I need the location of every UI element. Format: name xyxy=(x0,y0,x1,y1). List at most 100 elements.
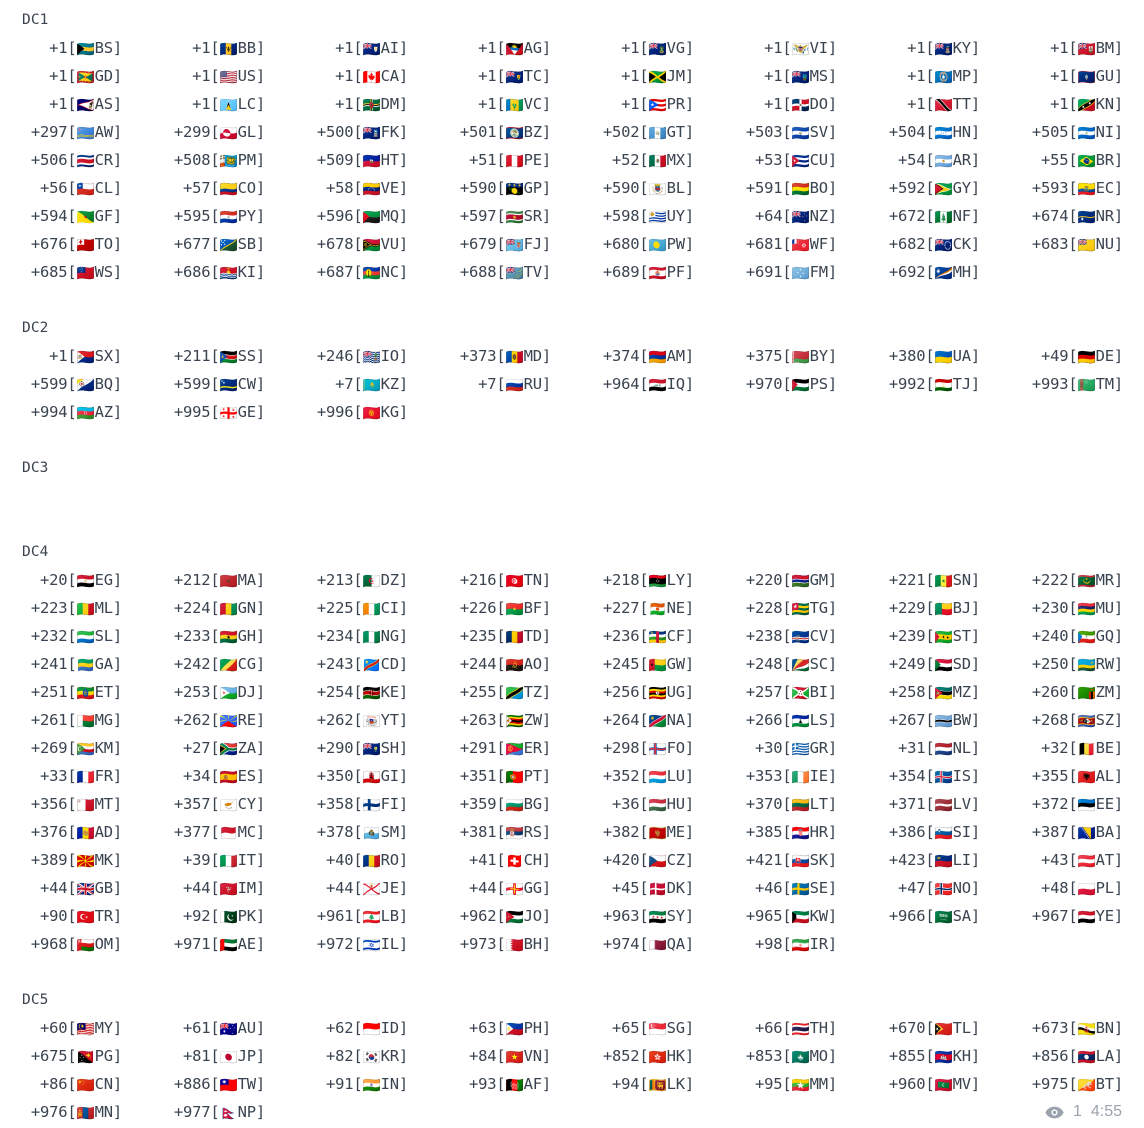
country-code-entry[interactable]: +39[🇮🇹IT] xyxy=(182,851,265,870)
country-code-entry[interactable]: +679[🇫🇯FJ] xyxy=(459,235,551,254)
country-code-entry[interactable]: +675[🇵🇬PG] xyxy=(30,1047,122,1066)
country-code-entry[interactable]: +243[🇨🇩CD] xyxy=(316,655,408,674)
country-code-entry[interactable]: +856[🇱🇦LA] xyxy=(1031,1047,1123,1066)
country-code-entry[interactable]: +966[🇸🇦SA] xyxy=(888,907,980,926)
country-code-entry[interactable]: +95[🇲🇲MM] xyxy=(754,1075,837,1094)
country-code-entry[interactable]: +1[🇬🇺GU] xyxy=(1050,67,1123,86)
country-code-entry[interactable]: +964[🇮🇶IQ] xyxy=(602,375,694,394)
country-code-entry[interactable]: +1[🇧🇧BB] xyxy=(192,39,265,58)
country-code-entry[interactable]: +81[🇯🇵JP] xyxy=(182,1047,265,1066)
country-code-entry[interactable]: +683[🇳🇺NU] xyxy=(1031,235,1123,254)
country-code-entry[interactable]: +594[🇬🇫GF] xyxy=(30,207,122,226)
country-code-entry[interactable]: +1[🇰🇳KN] xyxy=(1050,95,1123,114)
country-code-entry[interactable]: +254[🇰🇪KE] xyxy=(316,683,408,702)
country-code-entry[interactable]: +64[🇳🇿NZ] xyxy=(754,207,837,226)
country-code-entry[interactable]: +502[🇬🇹GT] xyxy=(602,123,694,142)
country-code-entry[interactable]: +66[🇹🇭TH] xyxy=(754,1019,837,1038)
country-code-entry[interactable]: +593[🇪🇨EC] xyxy=(1031,179,1123,198)
country-code-entry[interactable]: +44[🇬🇬GG] xyxy=(468,879,551,898)
country-code-entry[interactable]: +234[🇳🇬NG] xyxy=(316,627,408,646)
country-code-entry[interactable]: +225[🇨🇮CI] xyxy=(316,599,408,618)
country-code-entry[interactable]: +590[🇬🇵GP] xyxy=(459,179,551,198)
country-code-entry[interactable]: +977[🇳🇵NP] xyxy=(173,1103,265,1122)
country-code-entry[interactable]: +971[🇦🇪AE] xyxy=(173,935,265,954)
country-code-entry[interactable]: +212[🇲🇦MA] xyxy=(173,571,265,590)
country-code-entry[interactable]: +291[🇪🇷ER] xyxy=(459,739,551,758)
country-code-entry[interactable]: +43[🇦🇹AT] xyxy=(1040,851,1123,870)
country-code-entry[interactable]: +220[🇬🇲GM] xyxy=(745,571,837,590)
country-code-entry[interactable]: +355[🇦🇱AL] xyxy=(1031,767,1123,786)
country-code-entry[interactable]: +359[🇧🇬BG] xyxy=(459,795,551,814)
country-code-entry[interactable]: +591[🇧🇴BO] xyxy=(745,179,837,198)
country-code-entry[interactable]: +508[🇵🇲PM] xyxy=(173,151,265,170)
country-code-entry[interactable]: +1[🇬🇩GD] xyxy=(49,67,122,86)
country-code-entry[interactable]: +31[🇳🇱NL] xyxy=(897,739,980,758)
country-code-entry[interactable]: +377[🇲🇨MC] xyxy=(173,823,265,842)
country-code-entry[interactable]: +55[🇧🇷BR] xyxy=(1040,151,1123,170)
country-code-entry[interactable]: +262[🇷🇪RE] xyxy=(173,711,265,730)
country-code-entry[interactable]: +994[🇦🇿AZ] xyxy=(30,403,122,422)
country-code-entry[interactable]: +82[🇰🇷KR] xyxy=(325,1047,408,1066)
country-code-entry[interactable]: +356[🇲🇹MT] xyxy=(30,795,122,814)
country-code-entry[interactable]: +691[🇫🇲FM] xyxy=(745,263,837,282)
country-code-entry[interactable]: +224[🇬🇳GN] xyxy=(173,599,265,618)
country-code-entry[interactable]: +853[🇲🇴MO] xyxy=(745,1047,837,1066)
country-code-entry[interactable]: +1[🇲🇸MS] xyxy=(764,67,837,86)
country-code-entry[interactable]: +1[🇦🇮AI] xyxy=(335,39,408,58)
country-code-entry[interactable]: +61[🇦🇺AU] xyxy=(182,1019,265,1038)
country-code-entry[interactable]: +32[🇧🇪BE] xyxy=(1040,739,1123,758)
country-code-entry[interactable]: +52[🇲🇽MX] xyxy=(611,151,694,170)
country-code-entry[interactable]: +7[🇰🇿KZ] xyxy=(335,375,408,394)
country-code-entry[interactable]: +53[🇨🇺CU] xyxy=(754,151,837,170)
country-code-entry[interactable]: +380[🇺🇦UA] xyxy=(888,347,980,366)
country-code-entry[interactable]: +90[🇹🇷TR] xyxy=(39,907,122,926)
country-code-entry[interactable]: +33[🇫🇷FR] xyxy=(39,767,122,786)
country-code-entry[interactable]: +975[🇧🇹BT] xyxy=(1031,1075,1123,1094)
country-code-entry[interactable]: +1[🇦🇬AG] xyxy=(478,39,551,58)
country-code-entry[interactable]: +378[🇸🇲SM] xyxy=(316,823,408,842)
country-code-entry[interactable]: +423[🇱🇮LI] xyxy=(888,851,980,870)
country-code-entry[interactable]: +677[🇸🇧SB] xyxy=(173,235,265,254)
country-code-entry[interactable]: +1[🇵🇷PR] xyxy=(621,95,694,114)
country-code-entry[interactable]: +1[🇧🇸BS] xyxy=(49,39,122,58)
country-code-entry[interactable]: +40[🇷🇴RO] xyxy=(325,851,408,870)
country-code-entry[interactable]: +1[🇰🇾KY] xyxy=(907,39,980,58)
country-code-entry[interactable]: +30[🇬🇷GR] xyxy=(754,739,837,758)
country-code-entry[interactable]: +599[🇧🇶BQ] xyxy=(30,375,122,394)
country-code-entry[interactable]: +689[🇵🇫PF] xyxy=(602,263,694,282)
country-code-entry[interactable]: +34[🇪🇸ES] xyxy=(182,767,265,786)
country-code-entry[interactable]: +227[🇳🇪NE] xyxy=(602,599,694,618)
country-code-entry[interactable]: +49[🇩🇪DE] xyxy=(1040,347,1123,366)
country-code-entry[interactable]: +974[🇶🇦QA] xyxy=(602,935,694,954)
country-code-entry[interactable]: +230[🇲🇺MU] xyxy=(1031,599,1123,618)
country-code-entry[interactable]: +358[🇫🇮FI] xyxy=(316,795,408,814)
country-code-entry[interactable]: +376[🇦🇩AD] xyxy=(30,823,122,842)
country-code-entry[interactable]: +354[🇮🇸IS] xyxy=(888,767,980,786)
country-code-entry[interactable]: +239[🇸🇹ST] xyxy=(888,627,980,646)
country-code-entry[interactable]: +381[🇷🇸RS] xyxy=(459,823,551,842)
country-code-entry[interactable]: +389[🇲🇰MK] xyxy=(30,851,122,870)
country-code-entry[interactable]: +1[🇧🇲BM] xyxy=(1050,39,1123,58)
country-code-entry[interactable]: +372[🇪🇪EE] xyxy=(1031,795,1123,814)
country-code-entry[interactable]: +670[🇹🇱TL] xyxy=(888,1019,980,1038)
country-code-entry[interactable]: +253[🇩🇯DJ] xyxy=(173,683,265,702)
country-code-entry[interactable]: +222[🇲🇷MR] xyxy=(1031,571,1123,590)
country-code-entry[interactable]: +680[🇵🇼PW] xyxy=(602,235,694,254)
country-code-entry[interactable]: +1[🇻🇮VI] xyxy=(764,39,837,58)
country-code-entry[interactable]: +965[🇰🇼KW] xyxy=(745,907,837,926)
country-code-entry[interactable]: +216[🇹🇳TN] xyxy=(459,571,551,590)
country-code-entry[interactable]: +60[🇲🇾MY] xyxy=(39,1019,122,1038)
country-code-entry[interactable]: +352[🇱🇺LU] xyxy=(602,767,694,786)
country-code-entry[interactable]: +92[🇵🇰PK] xyxy=(182,907,265,926)
country-code-entry[interactable]: +687[🇳🇨NC] xyxy=(316,263,408,282)
country-code-entry[interactable]: +852[🇭🇰HK] xyxy=(602,1047,694,1066)
country-code-entry[interactable]: +241[🇬🇦GA] xyxy=(30,655,122,674)
country-code-entry[interactable]: +44[🇯🇪JE] xyxy=(325,879,408,898)
country-code-entry[interactable]: +420[🇨🇿CZ] xyxy=(602,851,694,870)
country-code-entry[interactable]: +56[🇨🇱CL] xyxy=(39,179,122,198)
country-code-entry[interactable]: +264[🇳🇦NA] xyxy=(602,711,694,730)
country-code-entry[interactable]: +1[🇩🇴DO] xyxy=(764,95,837,114)
country-code-entry[interactable]: +235[🇹🇩TD] xyxy=(459,627,551,646)
country-code-entry[interactable]: +960[🇲🇻MV] xyxy=(888,1075,980,1094)
country-code-entry[interactable]: +94[🇱🇰LK] xyxy=(611,1075,694,1094)
